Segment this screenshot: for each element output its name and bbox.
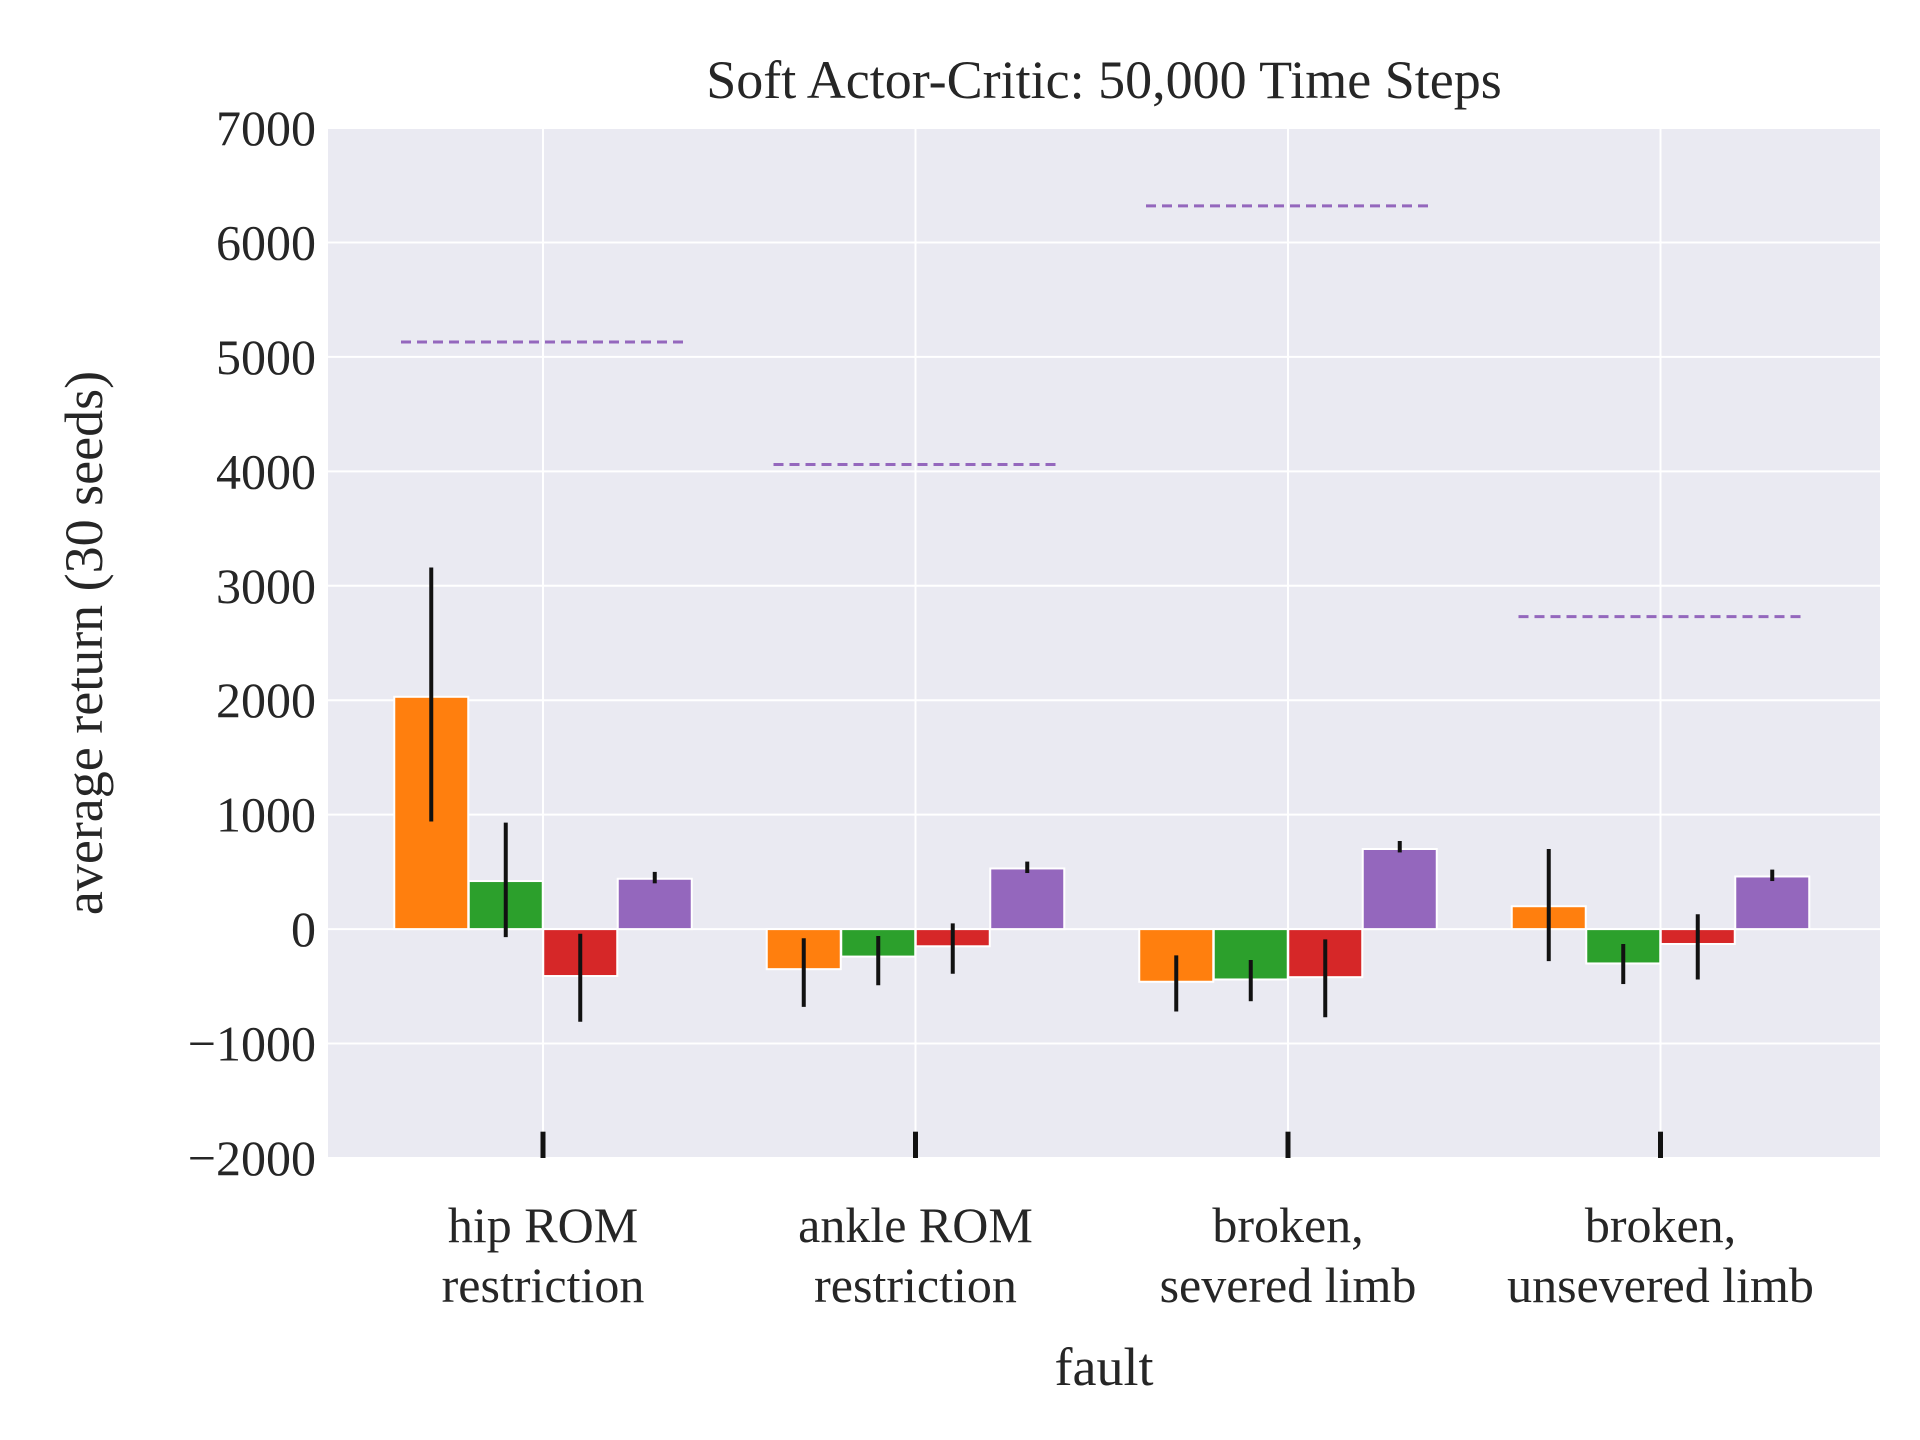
y-tick-label: 7000 [216, 100, 316, 156]
y-tick-label: 6000 [216, 214, 316, 270]
y-tick-label: −2000 [188, 1130, 316, 1186]
y-tick-label: 3000 [216, 558, 316, 614]
bar [1361, 848, 1438, 931]
chart-title: Soft Actor-Critic: 50,000 Time Steps [706, 50, 1501, 110]
plot-background [328, 128, 1880, 1158]
y-tick-label: 5000 [216, 329, 316, 385]
bar [616, 877, 693, 931]
x-tick-label: ankle ROM restriction [798, 1197, 1033, 1313]
y-axis-label: average return (30 seeds) [54, 371, 114, 915]
y-tick-label: 1000 [216, 787, 316, 843]
x-tick-label-line: broken, [1585, 1197, 1736, 1253]
y-tick-label: −1000 [188, 1016, 316, 1072]
x-tick-label-line: restriction [442, 1257, 645, 1313]
x-tick-label: broken, severed limb [1160, 1197, 1417, 1313]
error-bars [429, 567, 1775, 1022]
x-tick-label: broken, unsevered limb [1507, 1197, 1814, 1313]
x-axis-label: fault [1055, 1337, 1154, 1397]
x-tick-label-line: hip ROM [448, 1197, 638, 1253]
y-tick-label: 0 [291, 901, 316, 957]
y-tick-label: 2000 [216, 672, 316, 728]
x-tick-label-line: restriction [814, 1257, 1017, 1313]
bottom-marks [540, 1131, 1663, 1158]
x-tick-label-line: ankle ROM [798, 1197, 1033, 1253]
bar [989, 867, 1066, 931]
x-tick-label: hip ROM restriction [442, 1197, 645, 1313]
bar [1734, 875, 1811, 931]
x-tick-label-line: severed limb [1160, 1257, 1417, 1313]
y-tick-labels: −2000 −1000 0 1000 2000 3000 4000 5000 6000 7000 [188, 100, 316, 1186]
grid [328, 127, 1880, 1159]
x-tick-label-line: unsevered limb [1507, 1257, 1814, 1313]
x-tick-label-line: broken, [1212, 1197, 1363, 1253]
y-tick-label: 4000 [216, 443, 316, 499]
